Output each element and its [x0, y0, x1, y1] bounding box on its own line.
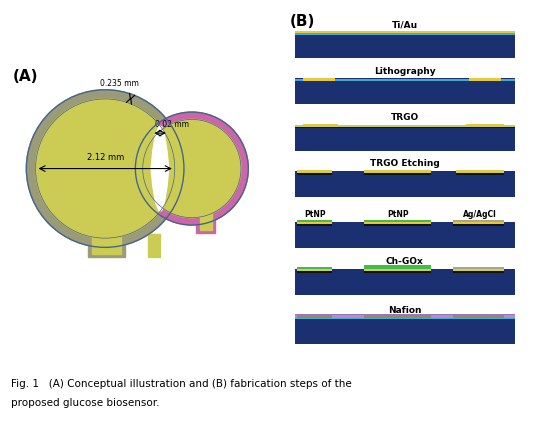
- Bar: [453, 222, 504, 223]
- Bar: [364, 271, 431, 273]
- Bar: [453, 267, 504, 269]
- Text: (A): (A): [13, 69, 39, 84]
- Bar: [303, 78, 335, 81]
- Bar: [453, 315, 504, 318]
- Bar: [364, 222, 431, 223]
- Bar: [469, 78, 501, 81]
- Bar: [453, 225, 504, 226]
- Bar: [453, 271, 504, 273]
- Bar: [295, 222, 515, 248]
- Bar: [295, 32, 515, 58]
- Bar: [364, 315, 431, 318]
- Bar: [364, 265, 431, 267]
- Bar: [456, 173, 504, 175]
- Bar: [303, 124, 338, 125]
- Text: TRGO Etching: TRGO Etching: [370, 159, 440, 168]
- Polygon shape: [151, 127, 169, 210]
- Bar: [92, 236, 121, 254]
- Bar: [453, 270, 504, 271]
- Bar: [297, 270, 332, 271]
- Bar: [295, 318, 515, 344]
- Bar: [196, 210, 215, 233]
- Bar: [297, 173, 332, 175]
- Bar: [364, 267, 431, 269]
- Bar: [297, 220, 332, 222]
- Bar: [297, 223, 332, 225]
- Bar: [297, 170, 332, 172]
- Bar: [295, 315, 515, 318]
- Bar: [364, 173, 431, 175]
- Text: TRGO: TRGO: [391, 113, 419, 122]
- Text: PtNP: PtNP: [304, 210, 326, 219]
- Bar: [297, 267, 332, 269]
- Bar: [295, 314, 515, 315]
- Text: Ag/AgCl: Ag/AgCl: [463, 210, 496, 219]
- Bar: [364, 170, 431, 172]
- Text: Lithography: Lithography: [374, 66, 435, 75]
- Circle shape: [35, 99, 175, 238]
- Text: Ch-GOx: Ch-GOx: [386, 257, 423, 266]
- Bar: [295, 270, 515, 271]
- Bar: [364, 225, 431, 226]
- Bar: [453, 220, 504, 222]
- Text: proposed glucose biosensor.: proposed glucose biosensor.: [11, 398, 159, 408]
- Bar: [295, 33, 515, 35]
- Text: (B): (B): [289, 14, 315, 29]
- Bar: [297, 225, 332, 226]
- Bar: [297, 271, 332, 273]
- Bar: [456, 170, 504, 172]
- Bar: [466, 124, 504, 125]
- Bar: [295, 269, 515, 295]
- Bar: [295, 171, 515, 197]
- Text: Ti/Au: Ti/Au: [392, 20, 418, 29]
- Circle shape: [143, 119, 241, 218]
- Bar: [364, 172, 431, 173]
- Bar: [453, 269, 504, 270]
- Bar: [297, 315, 332, 318]
- Bar: [295, 125, 515, 127]
- Bar: [364, 270, 431, 271]
- Bar: [364, 220, 431, 222]
- Bar: [453, 223, 504, 225]
- Bar: [364, 269, 431, 270]
- Bar: [364, 223, 431, 225]
- Bar: [88, 234, 125, 256]
- Bar: [295, 318, 515, 319]
- Circle shape: [136, 112, 248, 225]
- Text: Nafion: Nafion: [388, 306, 421, 315]
- Bar: [295, 32, 515, 33]
- Bar: [295, 125, 515, 151]
- Bar: [295, 78, 515, 104]
- Bar: [148, 234, 160, 256]
- Circle shape: [26, 90, 184, 248]
- Bar: [295, 80, 515, 81]
- Bar: [200, 213, 212, 230]
- Text: 0.235 mm: 0.235 mm: [100, 80, 139, 89]
- Bar: [456, 172, 504, 173]
- Text: PtNP: PtNP: [387, 210, 409, 219]
- Bar: [297, 269, 332, 270]
- Bar: [297, 222, 332, 223]
- Text: 0.02 mm: 0.02 mm: [155, 120, 189, 129]
- Bar: [297, 172, 332, 173]
- Bar: [295, 127, 515, 128]
- Text: Fig. 1   (A) Conceptual illustration and (B) fabrication steps of the: Fig. 1 (A) Conceptual illustration and (…: [11, 379, 352, 389]
- Text: 2.12 mm: 2.12 mm: [86, 153, 124, 162]
